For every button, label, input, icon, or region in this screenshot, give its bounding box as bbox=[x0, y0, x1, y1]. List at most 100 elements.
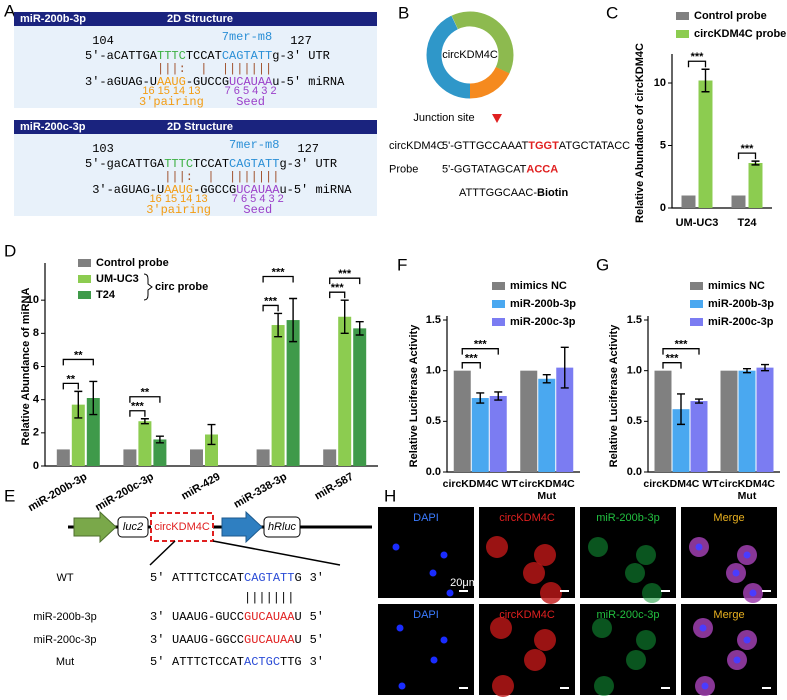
sequence-segment: CAGTATT bbox=[222, 49, 272, 63]
channel-label: miR-200c-3p bbox=[597, 609, 660, 621]
promoter-arrow bbox=[73, 510, 117, 544]
probe-sequence: ATTTGGCAAC-Biotin bbox=[459, 187, 568, 199]
significance-bracket bbox=[329, 291, 346, 299]
y-tick-label: 4 bbox=[33, 394, 40, 406]
sequence-segment: 5'-GTTGCCAAAT bbox=[442, 140, 529, 152]
legend-label: miR-200b-3p bbox=[708, 298, 774, 310]
y-axis-label: Relative Abundance of circKDM4C bbox=[634, 43, 646, 223]
insert-box bbox=[150, 512, 214, 542]
error-bar bbox=[542, 374, 551, 384]
site-type: 7mer-m8 bbox=[222, 30, 272, 44]
x-tick-label: circKDM4C Mut bbox=[518, 478, 575, 502]
gene-box bbox=[117, 516, 149, 538]
significance-bracket bbox=[461, 348, 499, 355]
y-tick-label: 6 bbox=[33, 360, 39, 372]
position-start: 103 bbox=[92, 142, 114, 156]
pairing-label: 3'pairing bbox=[146, 203, 211, 217]
error-bar bbox=[140, 418, 149, 425]
channel-label: miR-200b-3p bbox=[596, 512, 660, 524]
significance-label: *** bbox=[264, 295, 278, 307]
bar bbox=[520, 370, 538, 472]
error-bar bbox=[751, 160, 760, 166]
y-tick-label: 10 bbox=[654, 77, 666, 89]
target-sequence: UAAUG-GUCCGUCAUAAU bbox=[172, 610, 302, 624]
end-label: 3' bbox=[310, 571, 324, 585]
cell bbox=[486, 536, 508, 558]
sequence-segment: 3'-aGUAG-U bbox=[92, 183, 164, 197]
cell bbox=[534, 544, 556, 566]
sequence-segment: UAAUG-GGCC bbox=[172, 633, 244, 647]
legend-label: UM-UC3 bbox=[96, 273, 139, 285]
x-tick-label-box: circKDM4C WT bbox=[643, 478, 719, 490]
target-sequence: ATTTCTCCATACTGCTTG bbox=[172, 655, 302, 669]
sequence-label: circKDM4C bbox=[389, 140, 445, 152]
utr-sequence: 5'-aCATTGATTTCTCCATCAGTATTg-3' UTR bbox=[85, 49, 330, 63]
cell bbox=[626, 650, 646, 670]
bar bbox=[256, 449, 270, 466]
pairing-line: |||: | ||||||| bbox=[85, 62, 272, 76]
mirna-sequence: 3'-aGUAG-UAAUG-GGCCGUCAUAAu-5' miRNA bbox=[92, 183, 352, 197]
structure-header bbox=[14, 120, 377, 134]
x-tick-label: T24 bbox=[738, 217, 758, 229]
bar bbox=[738, 370, 756, 472]
y-tick-label: 0.5 bbox=[627, 415, 642, 427]
significance-label: *** bbox=[666, 353, 680, 365]
sequence-segment: g-3' bbox=[279, 157, 308, 171]
sequence-segment: TGGT bbox=[528, 140, 559, 152]
bar bbox=[153, 439, 167, 466]
y-tick-label: 0 bbox=[660, 202, 666, 214]
bar bbox=[731, 195, 746, 208]
cell bbox=[430, 656, 438, 664]
sequence-segment: GUCAUAA bbox=[244, 633, 295, 647]
significance-bracket bbox=[129, 410, 146, 417]
y-axis-label: Relative Luciferase Activity bbox=[608, 324, 620, 468]
structure-box bbox=[14, 12, 377, 108]
significance-label: *** bbox=[691, 51, 705, 63]
channel-label: DAPI bbox=[413, 609, 439, 621]
end-label: 3' bbox=[150, 610, 164, 624]
significance-bracket bbox=[62, 358, 94, 366]
legend-label: T24 bbox=[96, 289, 116, 301]
sequence-segment: u-5' bbox=[272, 75, 301, 89]
pairing-label: 3'pairing bbox=[139, 95, 204, 109]
row-label: miR-200c-3p bbox=[34, 634, 97, 646]
significance-bracket bbox=[329, 277, 361, 285]
cell bbox=[396, 624, 404, 632]
sequence-segment: 5'-gaCATTGA bbox=[85, 157, 165, 171]
legend-swatch bbox=[492, 318, 505, 326]
cell bbox=[625, 563, 645, 583]
sequence-segment: g-3' bbox=[272, 49, 301, 63]
legend-swatch bbox=[690, 318, 703, 326]
row-label: Mut bbox=[56, 656, 74, 668]
sequence-segment: TTG bbox=[280, 655, 302, 669]
sequence-segment: u-5' bbox=[279, 183, 308, 197]
end-label: 5' bbox=[310, 633, 324, 647]
x-tick-label: circKDM4C WT bbox=[643, 478, 719, 490]
sequence-segment: TTTC bbox=[164, 157, 193, 171]
nucleus bbox=[695, 543, 703, 551]
y-tick-label: 0.5 bbox=[426, 415, 441, 427]
significance-label: *** bbox=[272, 266, 286, 278]
cell bbox=[642, 583, 662, 603]
sequence-segment: UAAUG-GUCC bbox=[172, 610, 244, 624]
sequence-segment: miRNA bbox=[308, 183, 352, 197]
significance-label: *** bbox=[474, 339, 488, 351]
sequence-segment: UCAUAA bbox=[236, 183, 280, 197]
site-type: 7mer-m8 bbox=[229, 138, 279, 152]
bar bbox=[720, 370, 738, 472]
panel-letter: F bbox=[397, 255, 407, 274]
x-tick-label-box: circKDM4C WT bbox=[443, 478, 518, 490]
error-bar bbox=[761, 363, 769, 372]
sequence-segment: -GUCCG bbox=[186, 75, 229, 89]
mirna-name: miR-200b-3p bbox=[20, 13, 86, 25]
legend-label: circKDM4C probe bbox=[694, 28, 786, 40]
bar bbox=[538, 378, 556, 472]
sequence-segment: ATTTGGCAAC- bbox=[459, 187, 537, 199]
sequence-segment: AAUG bbox=[164, 183, 193, 197]
error-bar bbox=[74, 390, 83, 419]
seed-label: Seed bbox=[236, 95, 265, 109]
y-axis-label: Relative Abundance of miRNA bbox=[20, 288, 32, 446]
y-tick-label: 0 bbox=[33, 460, 39, 472]
pairing-positions: 16 15 14 13 bbox=[142, 85, 200, 97]
significance-label: ** bbox=[141, 387, 150, 399]
